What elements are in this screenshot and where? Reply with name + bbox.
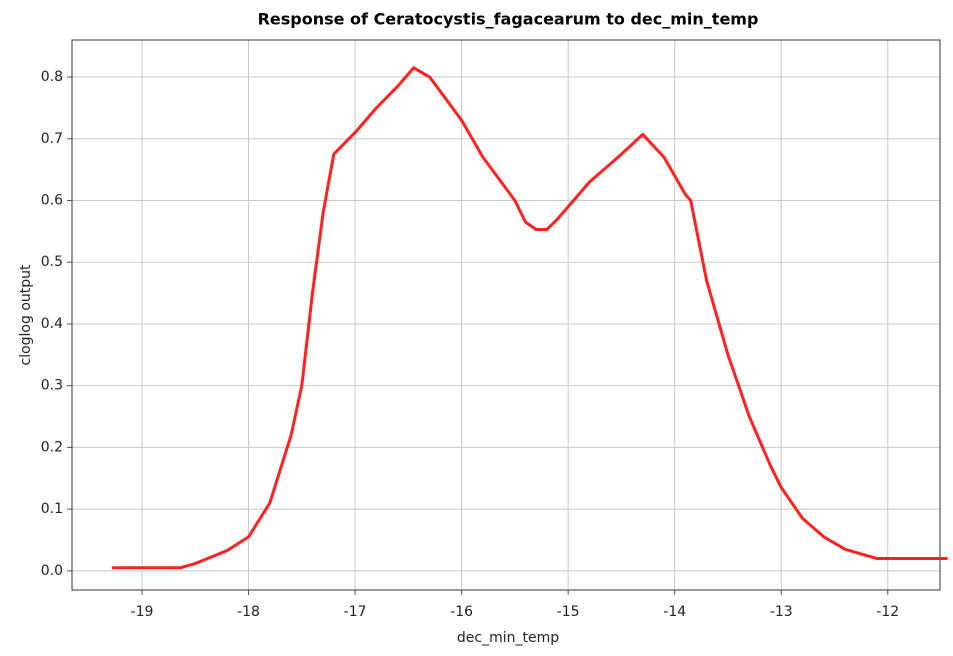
y-tick-label: 0.0 (41, 563, 63, 579)
x-tick-label: -15 (557, 604, 580, 620)
x-tick-label: -12 (876, 604, 899, 620)
y-tick-label: 0.7 (41, 131, 63, 147)
y-tick-label: 0.1 (41, 501, 63, 517)
y-tick-label: 0.8 (41, 69, 63, 85)
plot-frame (71, 39, 941, 591)
x-tick-label: -13 (770, 604, 793, 620)
y-tick-label: 0.5 (41, 254, 63, 270)
y-tick-label: 0.4 (41, 316, 63, 332)
y-axis-label: cloglog output (18, 264, 34, 366)
x-tick-label: -16 (450, 604, 473, 620)
y-tick-label: 0.6 (41, 192, 63, 208)
x-tick-label: -18 (237, 604, 260, 620)
x-tick-label: -14 (663, 604, 686, 620)
response-line (111, 66, 948, 570)
y-tick-label: 0.2 (41, 439, 63, 455)
chart-title: Response of Ceratocystis_fagacearum to d… (258, 10, 759, 29)
x-axis-label: dec_min_temp (457, 630, 559, 646)
x-tick-label: -19 (131, 604, 154, 620)
x-tick-label: -17 (344, 604, 367, 620)
y-tick-label: 0.3 (41, 378, 63, 394)
